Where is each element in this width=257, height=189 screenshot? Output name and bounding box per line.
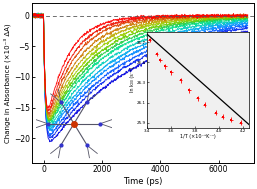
Y-axis label: Change in Absorbance (×10⁻³ ΔA): Change in Absorbance (×10⁻³ ΔA)	[4, 23, 11, 143]
X-axis label: Time (ps): Time (ps)	[123, 177, 162, 186]
